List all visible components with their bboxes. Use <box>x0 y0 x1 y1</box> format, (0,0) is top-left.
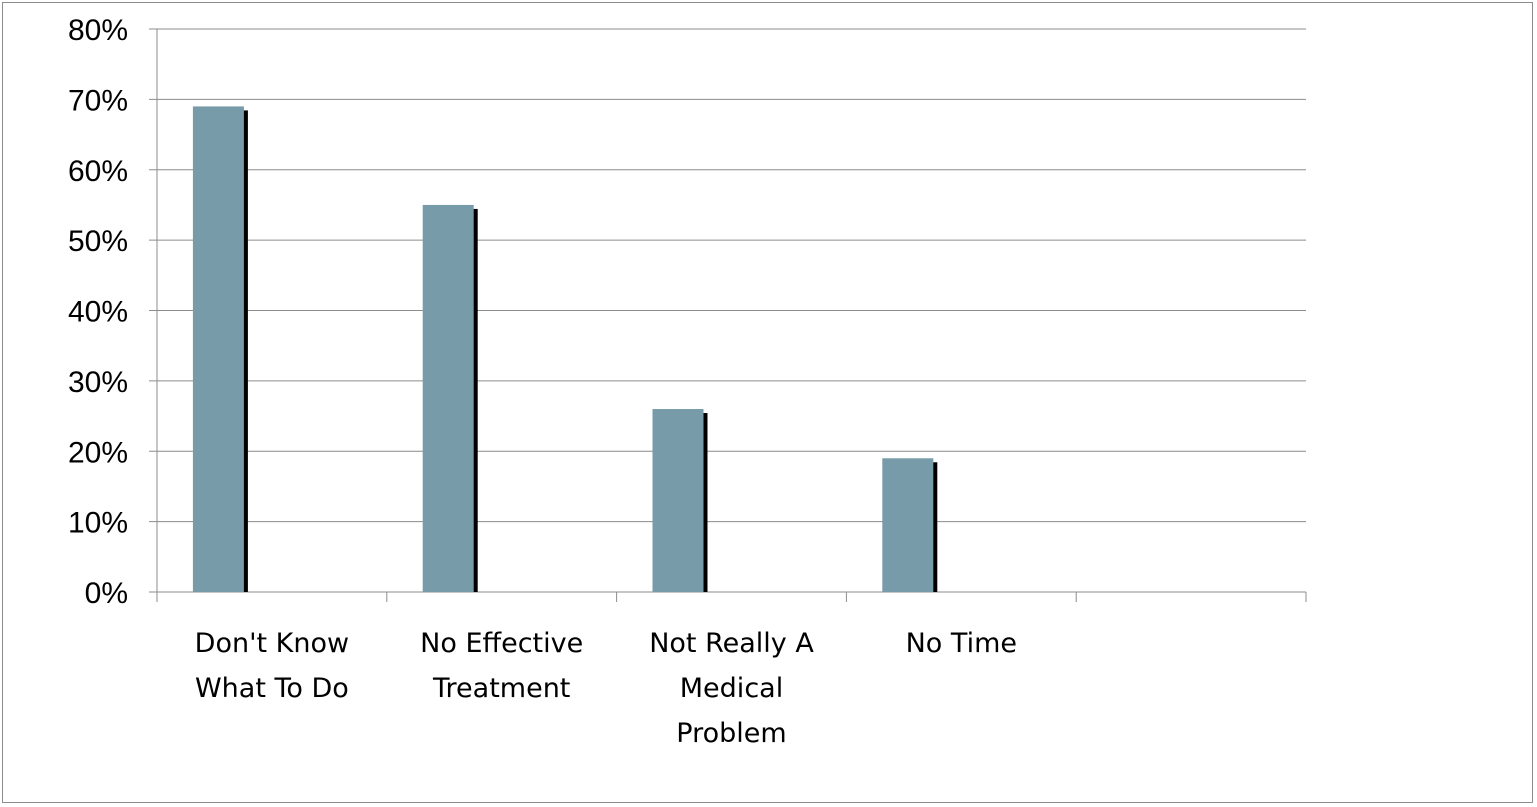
bar <box>652 409 704 592</box>
bar <box>192 106 244 592</box>
y-tick-label: 40% <box>68 296 128 329</box>
y-tick-label: 30% <box>68 366 128 399</box>
y-tick-label: 60% <box>68 155 128 188</box>
x-tick-label: No Effective Treatment <box>420 628 583 704</box>
y-tick-label: 50% <box>68 225 128 258</box>
y-tick-label: 0% <box>85 577 128 610</box>
x-tick-label: Not Really A Medical Problem <box>649 628 814 749</box>
y-tick-label: 80% <box>68 14 128 47</box>
bar <box>422 204 474 592</box>
y-tick-label: 70% <box>68 84 128 117</box>
y-tick-label: 20% <box>68 436 128 469</box>
x-tick-label: Don't Know What To Do <box>195 628 349 704</box>
bar <box>882 458 934 592</box>
y-tick-label: 10% <box>68 507 128 540</box>
x-tick-label: No Time <box>906 628 1017 659</box>
